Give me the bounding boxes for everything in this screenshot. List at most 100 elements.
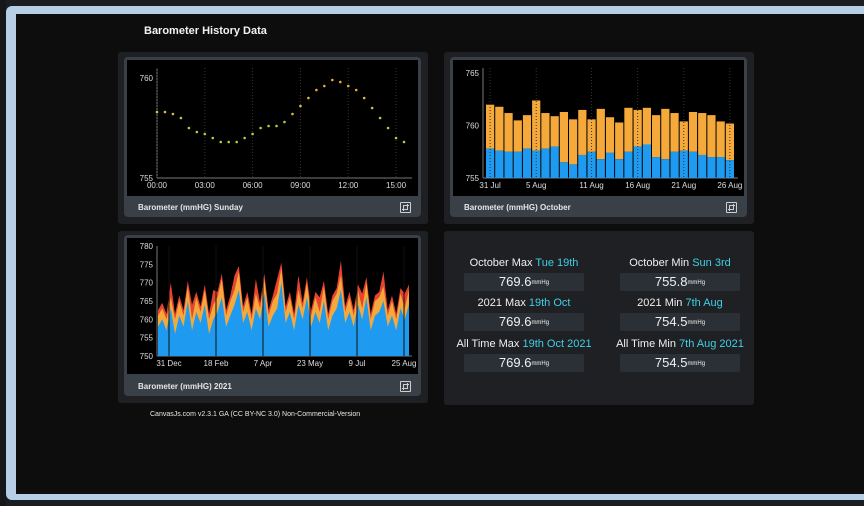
bar-lower <box>716 157 725 178</box>
data-point <box>315 88 318 92</box>
data-point <box>307 96 310 100</box>
bar-upper <box>624 107 633 152</box>
data-point <box>251 132 254 136</box>
y-tick-label: 760 <box>466 122 480 131</box>
data-point <box>354 88 358 92</box>
x-tick-label: 11 Aug <box>579 181 603 190</box>
x-tick-label: 31 Jul <box>479 181 501 190</box>
bar-upper <box>596 108 605 160</box>
expand-icon[interactable] <box>400 381 411 392</box>
stat-date: 19th Oct <box>528 297 571 309</box>
all-time-max-stat: All Time Max 19th Oct 2021 769.6mmHg <box>454 338 594 372</box>
bar-lower <box>615 159 624 178</box>
stat-date: Tue 19th <box>535 257 579 269</box>
canvasjs-credit[interactable]: CanvasJs.com v2.3.1 GA (CC BY-NC 3.0) No… <box>150 411 361 418</box>
y-tick-label: 765 <box>466 69 480 78</box>
x-tick-label: 16 Aug <box>625 181 650 190</box>
y-tick-label: 750 <box>140 352 154 361</box>
stat-value: 754.5 <box>654 314 688 329</box>
october-plot[interactable]: 755 760 765 31 Jul 5 Aug 11 Aug 16 Aug 21 Aug 26… <box>453 60 744 196</box>
dashboard: Barometer History Data 755 760 00:00 03:00 0… <box>16 14 864 494</box>
stat-label-text: October Min <box>629 257 693 269</box>
data-point <box>203 132 207 136</box>
bar-upper <box>725 123 734 161</box>
bar-upper <box>569 119 578 165</box>
bar-upper <box>670 113 679 152</box>
sunday-plot[interactable]: 755 760 00:00 03:00 06:00 09:00 12:00 15:00 <box>127 60 418 196</box>
bar-lower <box>550 146 559 178</box>
stat-label: October Min Sun 3rd <box>610 257 750 269</box>
stat-date: 7th Aug <box>685 297 723 309</box>
y-tick-label: 765 <box>140 297 154 306</box>
bar-lower <box>559 162 568 178</box>
bar-upper <box>486 104 495 149</box>
data-point <box>346 84 350 88</box>
data-point <box>219 140 223 144</box>
stat-label: October Max Tue 19th <box>454 257 594 269</box>
stat-label-text: All Time Max <box>456 338 523 350</box>
y-tick-label: 760 <box>140 74 154 83</box>
bar-lower <box>513 151 522 178</box>
bar-upper <box>688 112 698 152</box>
stat-date: 7th Aug 2021 <box>679 338 744 350</box>
x-tick-label: 9 Jul <box>349 359 366 368</box>
stat-label-text: October Max <box>469 257 536 269</box>
sunday-chart-panel: 755 760 00:00 03:00 06:00 09:00 12:00 15:00 Bar… <box>118 52 428 224</box>
bar-upper <box>559 112 568 163</box>
bar-upper <box>652 115 661 158</box>
data-point <box>370 106 374 110</box>
data-point <box>227 140 231 144</box>
stat-value-box: 769.6mmHg <box>464 313 584 331</box>
x-tick-label: 23 May <box>297 359 323 368</box>
year-plot[interactable]: 750 755 760 765 770 775 780 31 Dec 18 Feb 7 Apr 23… <box>127 238 418 374</box>
stat-value-box: 769.6mmHg <box>464 354 584 372</box>
bar-upper <box>504 113 513 152</box>
bar-upper <box>605 117 615 153</box>
data-point <box>267 124 270 128</box>
stat-unit: mmHg <box>687 361 706 367</box>
y-tick-label: 760 <box>140 315 154 324</box>
data-point <box>331 78 334 82</box>
stat-unit: mmHg <box>687 320 706 326</box>
bar-upper <box>578 109 587 155</box>
stat-value: 755.8 <box>654 274 688 289</box>
data-point <box>299 104 302 108</box>
year-max-stat: 2021 Max 19th Oct 769.6mmHg <box>454 297 594 331</box>
bar-lower <box>541 148 550 178</box>
stat-unit: mmHg <box>531 320 550 326</box>
bar-upper <box>642 107 651 145</box>
x-tick-label: 25 Aug <box>392 359 417 368</box>
stat-label-text: All Time Min <box>616 338 680 350</box>
bar-upper <box>661 108 670 160</box>
data-point <box>394 136 398 140</box>
x-tick-label: 21 Aug <box>671 181 696 190</box>
data-point <box>323 84 326 88</box>
october-chart: 755 760 765 31 Jul 5 Aug 11 Aug 16 Aug 21 Aug 26… <box>450 57 747 217</box>
expand-icon[interactable] <box>726 202 737 213</box>
bar-lower <box>698 154 707 178</box>
stat-label-text: 2021 Max <box>477 297 529 309</box>
x-tick-label: 00:00 <box>147 181 168 190</box>
october-min-stat: October Min Sun 3rd 755.8mmHg <box>610 257 750 291</box>
stat-value-box: 754.5mmHg <box>620 313 740 331</box>
page-title: Barometer History Data <box>144 25 267 37</box>
expand-icon[interactable] <box>400 202 411 213</box>
data-point <box>362 96 366 100</box>
sunday-chart: 755 760 00:00 03:00 06:00 09:00 12:00 15:00 Bar… <box>124 57 421 217</box>
bar-upper <box>550 116 559 147</box>
stat-label: 2021 Max 19th Oct <box>454 297 594 309</box>
x-tick-label: 15:00 <box>386 181 407 190</box>
bar-upper <box>541 113 550 149</box>
sunday-chart-label: Barometer (mmHG) Sunday <box>138 203 243 212</box>
october-chart-svg: 755 760 765 31 Jul 5 Aug 11 Aug 16 Aug 21 Aug 26… <box>466 68 742 190</box>
stat-value: 769.6 <box>498 274 532 289</box>
data-point <box>163 110 167 114</box>
stat-value-box: 755.8mmHg <box>620 273 740 291</box>
data-point <box>283 120 286 124</box>
stat-value: 769.6 <box>498 355 532 370</box>
bar-lower <box>707 157 716 178</box>
y-tick-label: 770 <box>140 279 154 288</box>
left-edge <box>0 0 6 506</box>
data-point <box>402 140 406 144</box>
bar-lower <box>596 159 605 178</box>
